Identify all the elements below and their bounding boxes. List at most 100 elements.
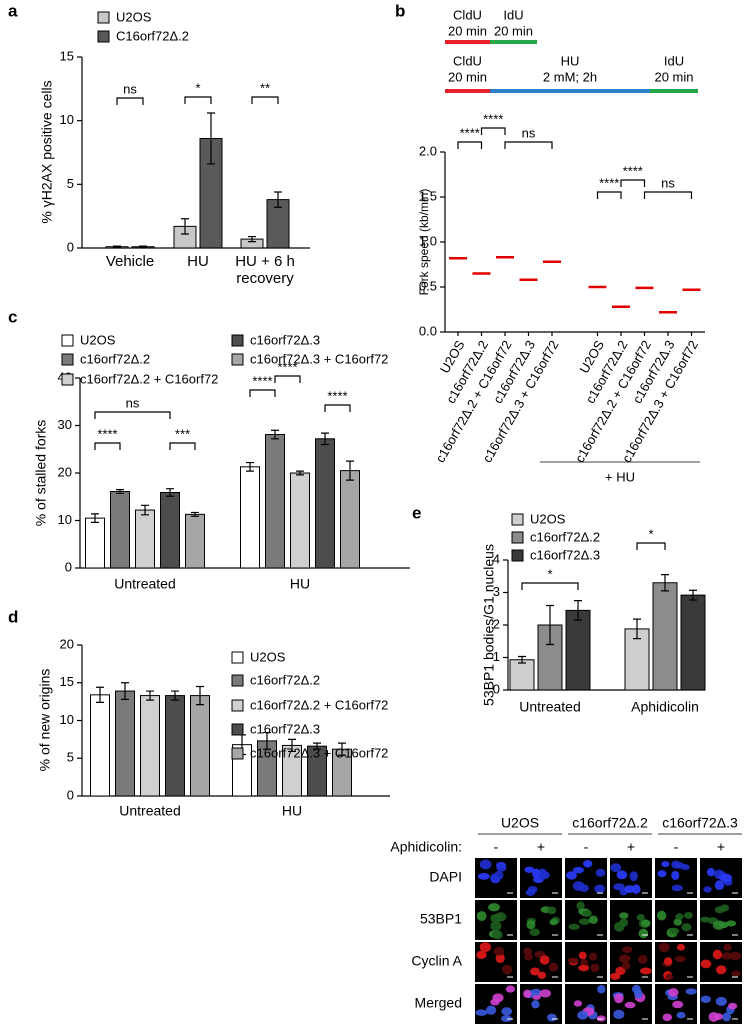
nucleus [708, 1011, 720, 1022]
bar [290, 472, 310, 569]
y-tick-label: 1.0 [419, 233, 437, 248]
nucleus [624, 1001, 636, 1009]
protocol-label: HU [561, 53, 580, 68]
nucleus [672, 1000, 684, 1009]
significance-bracket [504, 141, 553, 149]
nucleus [539, 989, 552, 998]
y-tick-label: 0 [493, 681, 500, 696]
error-bar [171, 690, 179, 701]
error-bar [91, 513, 99, 523]
error-bar [574, 600, 582, 621]
significance-label: * [547, 566, 552, 581]
error-bar [263, 731, 271, 750]
nucleus [641, 919, 651, 927]
legend-label: C16orf72Δ.2 [116, 28, 189, 43]
error-bar [181, 218, 189, 235]
error-bar [271, 429, 279, 440]
significance-bracket [94, 411, 171, 419]
nucleus [700, 995, 711, 1004]
significance-label: **** [327, 388, 347, 403]
nucleus [526, 920, 536, 930]
y-axis-label: % of new origins [37, 669, 53, 772]
nucleus [597, 984, 606, 994]
y-tick-label: 15 [60, 674, 74, 689]
nucleus [572, 881, 585, 891]
bar [680, 594, 706, 691]
nucleus [477, 872, 490, 880]
nucleus [712, 920, 725, 930]
nucleus [590, 963, 600, 973]
condition-label: - [584, 839, 589, 855]
error-bar [191, 511, 199, 517]
error-bar [518, 655, 526, 664]
y-tick-label: 0.0 [419, 323, 437, 338]
nucleus [656, 910, 667, 921]
nucleus [728, 1002, 738, 1010]
bar [315, 438, 335, 569]
nucleus [671, 870, 680, 880]
nucleus [676, 943, 685, 951]
error-bar [246, 461, 254, 472]
bar [190, 695, 210, 797]
nucleus [720, 904, 730, 912]
y-axis-label: % of stalled forks [33, 420, 49, 527]
nucleus [662, 1013, 672, 1022]
nucleus [657, 870, 667, 878]
significance-label: ns [661, 175, 675, 190]
significance-label: *** [175, 426, 190, 441]
nucleus [610, 863, 622, 873]
legend-label: U2OS [116, 9, 152, 24]
legend-swatch [231, 353, 244, 366]
nucleus [524, 866, 535, 873]
error-bar [141, 504, 149, 516]
error-bar [661, 574, 669, 592]
panel-label: a [8, 1, 18, 20]
nucleus [490, 921, 502, 931]
x-tick-label: Aphidicolin [631, 699, 699, 715]
y-tick-label: 1 [493, 649, 500, 664]
nucleus [532, 868, 541, 879]
nucleus [539, 955, 550, 965]
error-bar [346, 460, 354, 481]
error-bar [313, 742, 321, 750]
error-bar [207, 112, 215, 165]
legend-swatch [231, 674, 244, 687]
nucleus [700, 959, 712, 969]
nucleus [588, 915, 598, 925]
nucleus [578, 964, 590, 972]
legend-label: c16orf72Δ.3 [250, 721, 320, 736]
significance-label: ns [522, 125, 536, 140]
y-tick-label: 3 [493, 584, 500, 599]
nucleus [622, 946, 633, 954]
bar [652, 582, 678, 691]
nucleus [577, 1010, 589, 1020]
bar [340, 470, 360, 569]
significance-bracket [251, 96, 279, 104]
nucleus [637, 954, 648, 965]
nucleus [531, 1000, 540, 1009]
legend-label: c16orf72Δ.3 + C16orf72 [250, 745, 388, 760]
column-header: c16orf72Δ.2 [572, 815, 648, 831]
significance-label: ** [260, 80, 270, 95]
nucleus [663, 957, 673, 966]
nucleus [640, 967, 652, 975]
significance-label: * [648, 526, 653, 541]
legend-swatch [231, 723, 244, 736]
nucleus [488, 903, 501, 912]
nucleus [673, 918, 683, 926]
nucleus [661, 861, 670, 868]
nucleus [631, 884, 641, 894]
y-tick-label: 0 [65, 559, 72, 574]
legend-swatch [231, 699, 244, 712]
x-tick-label: HU [187, 253, 209, 270]
nucleus [547, 1013, 557, 1022]
significance-bracket [521, 582, 579, 590]
protocol-label: IdU [664, 53, 684, 68]
significance-label: **** [277, 359, 297, 374]
nucleus [712, 949, 723, 960]
nucleus [675, 913, 684, 920]
nucleus [729, 951, 742, 961]
row-label: DAPI [429, 869, 462, 885]
legend-swatch [61, 353, 74, 366]
